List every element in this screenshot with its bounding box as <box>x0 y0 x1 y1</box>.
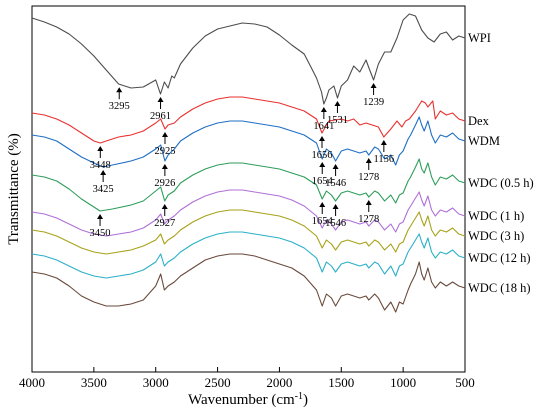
peak-label: 2926 <box>154 178 175 189</box>
peak-marker-arrowhead <box>334 101 341 106</box>
peak-marker-arrowhead <box>319 162 326 167</box>
peak-label: 1641 <box>313 121 334 132</box>
peak-label: 1546 <box>325 218 346 229</box>
series-label: WPI <box>468 31 491 45</box>
series-line <box>31 209 466 255</box>
peak-label: 3448 <box>90 160 111 171</box>
y-axis-title: Transmittance (%) <box>6 133 22 245</box>
series-line <box>31 189 466 237</box>
plot-frame <box>31 5 466 373</box>
x-axis-title-superscript: -1 <box>295 391 303 402</box>
x-tick-label: 1000 <box>390 375 416 390</box>
peak-label: 3450 <box>90 228 111 239</box>
series-label: WDC (18 h) <box>468 281 531 295</box>
peak-label: 1278 <box>358 172 379 183</box>
peak-label: 1156 <box>374 154 395 165</box>
x-axis-title-suffix: ) <box>303 392 308 408</box>
peak-label: 1546 <box>325 178 346 189</box>
peak-label: 2925 <box>154 146 175 157</box>
series-line <box>31 13 466 105</box>
plot-border <box>31 5 466 373</box>
peak-label: 1654 <box>312 216 334 227</box>
peak-marker-arrowhead <box>161 132 168 137</box>
series-label: WDC (1 h) <box>468 209 524 223</box>
peak-label: 3295 <box>109 101 130 112</box>
x-tick-label: 4000 <box>19 375 45 390</box>
peak-marker-arrowhead <box>318 136 325 141</box>
peak-marker-arrowhead <box>97 214 104 219</box>
peak-marker-arrowhead <box>97 146 104 151</box>
peak-marker-arrowhead <box>320 107 327 112</box>
peak-marker-arrowhead <box>365 158 372 163</box>
peak-marker-arrowhead <box>332 164 339 169</box>
peak-label: 1531 <box>327 115 348 126</box>
x-axis-title-main: Wavenumber (cm <box>188 392 295 408</box>
peak-label: 1654 <box>312 176 334 187</box>
peak-marker-arrowhead <box>332 204 339 209</box>
series-label: Dex <box>468 114 490 128</box>
series-label: WDC (3 h) <box>468 229 524 243</box>
x-tick-label: 3000 <box>143 375 169 390</box>
peak-label: 2927 <box>154 218 175 229</box>
peak-label: 2961 <box>150 111 171 122</box>
series-label: WDC (0.5 h) <box>468 176 534 190</box>
series-line <box>31 253 466 313</box>
peak-marker-arrowhead <box>161 164 168 169</box>
peak-marker-arrowhead <box>161 204 168 209</box>
series-line <box>31 96 466 144</box>
peak-marker-arrowhead <box>319 202 326 207</box>
x-tick-label: 1500 <box>328 375 354 390</box>
peak-label: 1278 <box>358 214 379 225</box>
x-axis-title: Wavenumber (cm-1) <box>188 391 308 409</box>
peak-label: 1656 <box>311 150 332 161</box>
series-label: WDC (12 h) <box>468 251 531 265</box>
legend-layer: WPI Dex WDM WDC (0.5 h) WDC (1 h) WDC (3 h) WD… <box>468 31 534 295</box>
x-axis-ticks: 4000 3500 3000 2500 2000 1500 1000 500 <box>19 367 475 390</box>
series-layer <box>31 13 466 313</box>
peak-marker-arrowhead <box>157 97 164 102</box>
peak-marker-arrowhead <box>100 170 107 175</box>
peak-marker-arrowhead <box>370 83 377 88</box>
series-line <box>31 158 466 212</box>
x-tick-label: 2000 <box>266 375 292 390</box>
peak-marker-arrowhead <box>365 200 372 205</box>
peak-marker-arrowhead <box>116 87 123 93</box>
x-tick-label: 500 <box>455 375 475 390</box>
series-line <box>31 231 466 279</box>
peak-label: 3425 <box>93 184 114 195</box>
x-tick-label: 2500 <box>205 375 231 390</box>
peak-label: 1239 <box>363 97 384 108</box>
x-tick-label: 3500 <box>81 375 107 390</box>
peak-marker-arrowhead <box>380 140 387 145</box>
series-line <box>31 116 466 168</box>
series-label: WDM <box>468 134 500 148</box>
